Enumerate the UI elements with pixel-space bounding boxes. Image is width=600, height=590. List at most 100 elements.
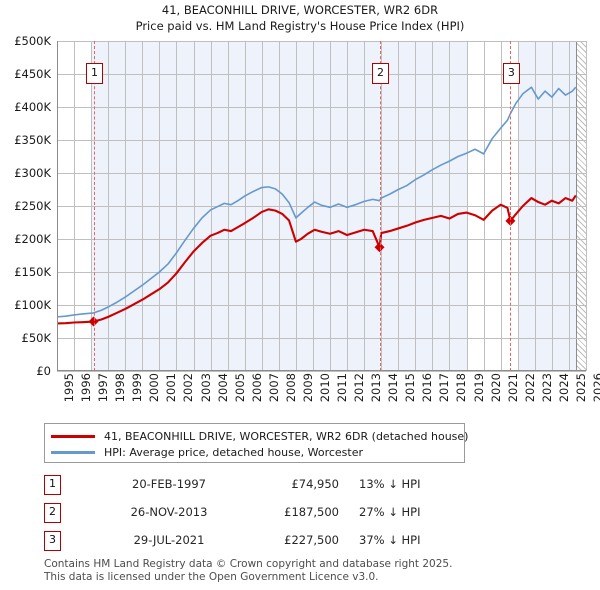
y-tick-label: £450K <box>14 67 51 81</box>
x-tick-label: 2021 <box>505 373 520 403</box>
row-delta-3: 37% ↓ HPI <box>359 533 421 547</box>
row-delta-1: 13% ↓ HPI <box>359 477 421 491</box>
row-marker-3: 3 <box>44 531 61 551</box>
x-axis-ticks: 1995 1996 1997 1998 1999 2000 2001 2002 2003 2004… <box>57 373 600 415</box>
footer-attribution: Contains HM Land Registry data © Crown c… <box>44 558 584 583</box>
x-tick-label: 2008 <box>283 373 298 403</box>
legend-label-price-paid: 41, BEACONHILL DRIVE, WORCESTER, WR2 6DR… <box>104 429 469 443</box>
legend-swatch-hpi <box>51 450 95 454</box>
event-line-2 <box>379 41 381 371</box>
y-tick-label: £250K <box>14 199 51 213</box>
page-subtitle: Price paid vs. HM Land Registry's House … <box>135 19 465 33</box>
gridline-vertical <box>330 41 332 371</box>
gridline-vertical <box>466 41 468 371</box>
footer-line-2: This data is licensed under the Open Gov… <box>44 570 379 583</box>
legend-item-price-paid: 41, BEACONHILL DRIVE, WORCESTER, WR2 6DR… <box>51 428 468 444</box>
x-tick-label: 1996 <box>79 373 94 403</box>
x-tick-label: 2013 <box>369 373 384 403</box>
gridline-horizontal <box>57 140 586 141</box>
x-tick-label: 2025 <box>573 373 588 403</box>
x-tick-label: 2018 <box>454 373 469 403</box>
y-tick-label: £300K <box>14 166 51 180</box>
event-line-1 <box>93 41 95 371</box>
row-date-2: 26-NOV-2013 <box>130 505 208 519</box>
gridline-vertical <box>108 41 110 371</box>
x-tick-label: 2005 <box>232 373 247 403</box>
x-tick-label: 2007 <box>266 373 281 403</box>
gridline-vertical <box>278 41 280 371</box>
row-price-1: £74,950 <box>291 477 339 491</box>
gridline-vertical <box>142 41 144 371</box>
x-tick-label: 2024 <box>556 373 571 403</box>
gridline-vertical <box>295 41 297 371</box>
x-tick-label: 2001 <box>164 373 179 403</box>
row-delta-2: 27% ↓ HPI <box>359 505 421 519</box>
row-price-3: £227,500 <box>284 533 339 547</box>
gridline-vertical <box>432 41 434 371</box>
gridline-vertical <box>210 41 212 371</box>
x-tick-label: 2011 <box>335 373 350 403</box>
legend-swatch-price-paid <box>51 434 95 438</box>
event-badge-3[interactable]: 3 <box>502 63 520 84</box>
gridline-vertical <box>74 41 76 371</box>
x-tick-label: 1998 <box>113 373 128 403</box>
x-tick-label: 2020 <box>488 373 503 403</box>
series-line-hpi <box>56 86 577 318</box>
chart-legend: 41, BEACONHILL DRIVE, WORCESTER, WR2 6DR… <box>44 423 468 463</box>
x-tick-label: 2017 <box>437 373 452 403</box>
gridline-vertical <box>159 41 161 371</box>
gridline-vertical <box>415 41 417 371</box>
x-tick-label: 2010 <box>317 373 332 403</box>
gridline-horizontal <box>57 206 586 207</box>
transactions-table: 1 20-FEB-1997 £74,950 13% ↓ HPI 2 26-NOV… <box>44 473 464 557</box>
gridline-vertical <box>449 41 451 371</box>
gridline-vertical <box>227 41 229 371</box>
gridline-vertical <box>125 41 127 371</box>
row-marker-2: 2 <box>44 503 61 523</box>
gridline-vertical <box>261 41 263 371</box>
y-tick-label: £0 <box>36 364 51 378</box>
event-badge-2[interactable]: 2 <box>372 63 390 84</box>
gridline-horizontal <box>57 338 586 339</box>
row-date-1: 20-FEB-1997 <box>132 477 206 491</box>
x-tick-label: 2023 <box>539 373 554 403</box>
x-tick-label: 2022 <box>522 373 537 403</box>
gridline-vertical <box>398 41 400 371</box>
table-row: 1 20-FEB-1997 £74,950 13% ↓ HPI <box>44 473 464 501</box>
x-tick-label: 2026 <box>591 373 600 403</box>
y-axis-ticks: £0 £50K £100K £150K £200K £250K £300K £350K £400… <box>0 34 54 378</box>
gridline-horizontal <box>57 107 586 108</box>
gridline-horizontal <box>57 272 586 273</box>
gridline-vertical <box>347 41 349 371</box>
y-tick-label: £200K <box>14 232 51 246</box>
row-date-3: 29-JUL-2021 <box>133 533 205 547</box>
gridline-vertical <box>312 41 314 371</box>
gridline-horizontal <box>57 74 586 75</box>
gridline-vertical <box>364 41 366 371</box>
gridline-vertical <box>91 41 93 371</box>
gridline-horizontal <box>57 41 586 42</box>
chart-plot-area: 1 2 3 <box>56 41 587 372</box>
table-row: 2 26-NOV-2013 £187,500 27% ↓ HPI <box>44 501 464 529</box>
x-tick-label: 2003 <box>198 373 213 403</box>
x-tick-label: 1995 <box>62 373 76 403</box>
x-tick-label: 1997 <box>96 373 111 403</box>
y-tick-label: £400K <box>14 100 51 114</box>
gridline-vertical <box>244 41 246 371</box>
gridline-horizontal <box>57 371 586 372</box>
x-tick-label: 2004 <box>215 373 230 403</box>
x-tick-label: 2015 <box>403 373 418 403</box>
table-row: 3 29-JUL-2021 £227,500 37% ↓ HPI <box>44 529 464 557</box>
legend-item-hpi: HPI: Average price, detached house, Worc… <box>51 444 458 460</box>
event-badge-1[interactable]: 1 <box>86 63 104 84</box>
x-tick-label: 2014 <box>386 373 401 403</box>
y-tick-label: £500K <box>14 34 51 48</box>
page-title: 41, BEACONHILL DRIVE, WORCESTER, WR2 6DR <box>161 3 439 17</box>
gridline-horizontal <box>57 173 586 174</box>
gridline-vertical <box>534 41 536 371</box>
y-tick-label: £150K <box>14 265 51 279</box>
x-tick-label: 2002 <box>181 373 196 403</box>
gridline-vertical <box>176 41 178 371</box>
y-tick-label: £50K <box>21 331 52 345</box>
gridline-horizontal <box>57 305 586 306</box>
